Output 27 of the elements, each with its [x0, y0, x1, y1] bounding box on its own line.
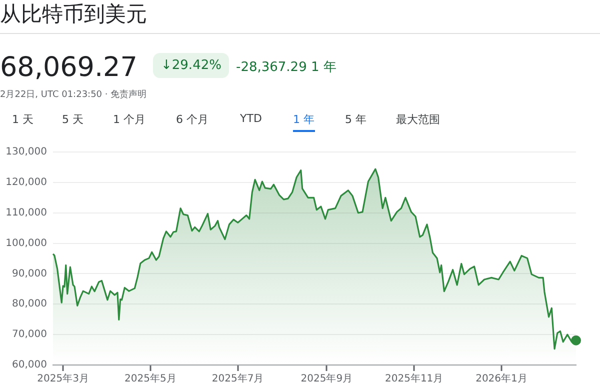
y-tick-label: 120,000	[6, 177, 47, 188]
y-tick-label: 110,000	[6, 207, 47, 218]
text: 6 个月	[176, 112, 208, 127]
text: 5 年	[345, 112, 366, 127]
text: YTD	[240, 112, 262, 125]
text: 5 天	[62, 112, 84, 127]
text: 1 个月	[113, 112, 146, 127]
text: 1 年	[293, 112, 314, 132]
y-tick-label: 60,000	[12, 360, 47, 371]
x-tick-label: 2025年11月	[384, 372, 444, 385]
y-tick-label: 70,000	[12, 329, 47, 340]
y-tick-label: 130,000	[6, 146, 47, 158]
text: 68,069.27	[0, 52, 138, 83]
x-tick-label: 2025年7月	[212, 372, 264, 385]
x-tick-label: 2026年1月	[476, 372, 528, 385]
y-tick-label: 90,000	[12, 268, 47, 280]
x-tick-label: 2025年9月	[300, 372, 353, 385]
text: ↓29.42%	[153, 53, 230, 78]
text: -28,367.29 1 年	[236, 59, 336, 76]
y-tick-label: 100,000	[6, 238, 47, 249]
x-tick-label: 2025年3月	[37, 372, 89, 385]
y-tick-label: 80,000	[12, 298, 47, 310]
x-tick-label: 2025年5月	[124, 372, 176, 385]
text: 1 天	[12, 112, 34, 127]
chart-title: 从比特币到美元	[0, 1, 147, 28]
text: 最大范围	[396, 112, 440, 127]
text: 2月22日, UTC 01:23:50 · 免责声明	[0, 88, 147, 101]
